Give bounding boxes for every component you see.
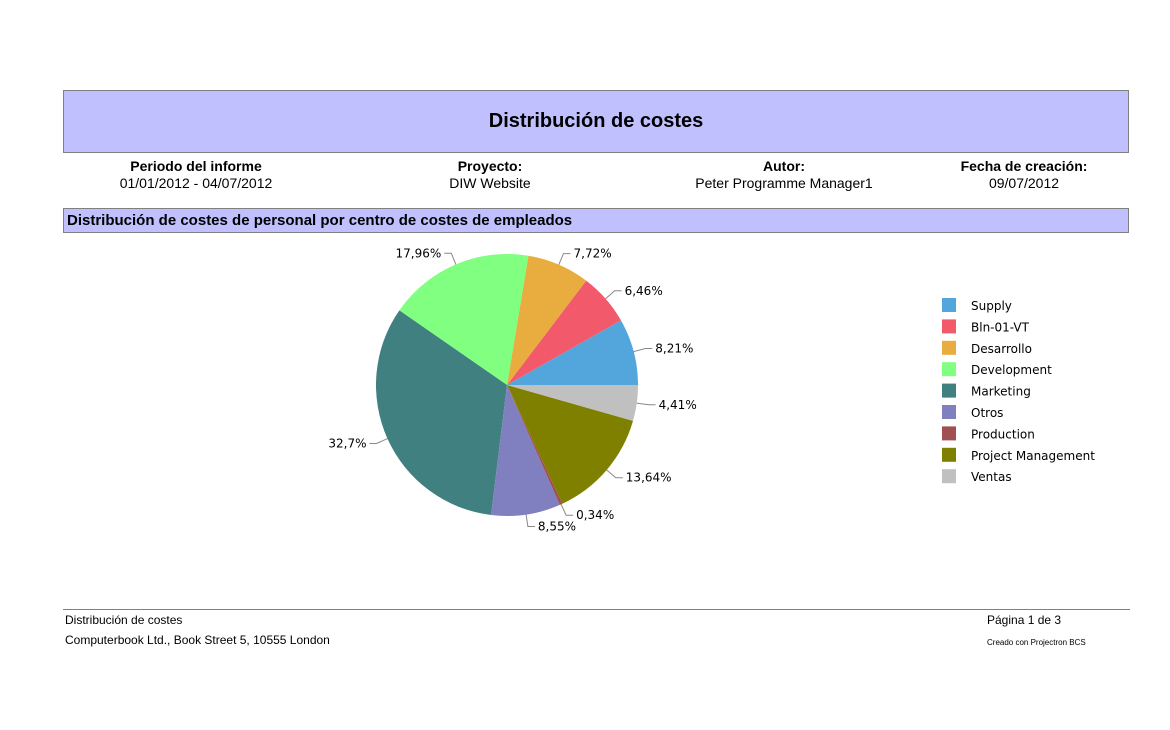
section-title: Distribución de costes de personal por c… [67, 212, 573, 229]
meta-author-label: Autor: [763, 158, 805, 174]
pie-slice-project-management [507, 385, 633, 504]
meta-created-value: 09/07/2012 [988, 175, 1060, 191]
pie-leader-ventas [636, 402, 656, 406]
pie-label-ventas: 4,41% [659, 398, 697, 412]
pie-leader-marketing [369, 438, 388, 444]
legend-swatch-bln-01-vt [942, 319, 956, 334]
pie-label-project-management: 13,64% [626, 471, 672, 485]
meta-project: Proyecto: DIW Website [390, 158, 590, 192]
pie-labels: 8,21% 6,46% 7,72% 17,96% 32,7% 8,55%0,34% 13,6… [328, 246, 696, 533]
pie-slice-marketing [375, 310, 507, 516]
pie-leader-desarrollo [558, 253, 571, 265]
section-title-bar: Distribución de costes de personal por c… [63, 208, 1129, 233]
pie-leader-bln-01-vt [605, 290, 622, 300]
legend-swatch-marketing [942, 383, 956, 398]
legend-label-desarrollo: Desarrollo [971, 342, 1032, 356]
legend-label-development: Development [971, 363, 1052, 377]
report-title: Distribución de costes [488, 110, 704, 132]
legend: Supply Bln-01-VT Desarrollo Development Mark… [942, 298, 1095, 484]
pie-leader-supply [633, 348, 653, 353]
legend-label-bln-01-vt: Bln-01-VT [971, 320, 1030, 334]
pie-slice-ventas [507, 385, 638, 421]
pie-leader-development [444, 252, 457, 265]
meta-created-label: Fecha de creación: [960, 158, 1088, 174]
footer-report-name: Distribución de costes [65, 613, 183, 627]
legend-swatch-production [942, 426, 956, 441]
pie-label-development: 17,96% [396, 246, 442, 260]
meta-created: Fecha de creación: 09/07/2012 [924, 158, 1124, 192]
legend-swatch-supply [942, 298, 956, 312]
pie-label-supply: 8,21% [655, 342, 693, 356]
pie-leader-production [560, 504, 574, 516]
meta-project-label: Proyecto: [457, 158, 523, 174]
pie-slice-desarrollo [507, 255, 587, 385]
meta-period-value: 01/01/2012 - 04/07/2012 [119, 175, 273, 191]
legend-swatch-ventas [942, 469, 956, 484]
pie-label-bln-01-vt: 6,46% [625, 284, 663, 298]
footer-page-number: Página 1 de 3 [987, 613, 1062, 627]
legend-label-project-management: Project Management [971, 449, 1095, 463]
legend-label-marketing: Marketing [971, 385, 1031, 399]
pie-leader-project-management [606, 469, 623, 479]
meta-period-label: Periodo del informe [130, 158, 262, 174]
legend-label-production: Production [971, 427, 1035, 441]
pie-slice-supply [507, 320, 638, 385]
pie-label-production: 0,34% [576, 508, 614, 522]
legend-swatch-development [942, 362, 956, 377]
pie-label-desarrollo: 7,72% [574, 247, 612, 261]
pie-label-otros: 8,55% [538, 520, 576, 534]
pie-slice-otros [491, 385, 560, 517]
footer-company: Computerbook Ltd., Book Street 5, 10555 … [65, 633, 330, 647]
pie-leader-otros [525, 514, 535, 527]
legend-swatch-project-management [942, 447, 956, 462]
meta-author-value: Peter Programme Manager1 [695, 175, 873, 191]
meta-period: Periodo del informe 01/01/2012 - 04/07/2… [96, 158, 296, 192]
meta-project-value: DIW Website [449, 175, 531, 191]
pie-slice-development [399, 253, 529, 385]
pie-label-marketing: 32,7% [328, 437, 366, 451]
pie-slices [375, 253, 638, 517]
legend-label-supply: Supply [971, 299, 1012, 313]
legend-swatch-desarrollo [942, 340, 956, 355]
meta-author: Autor: Peter Programme Manager1 [664, 158, 904, 192]
legend-label-otros: Otros [971, 406, 1003, 420]
footer-divider [63, 609, 1130, 610]
report-title-bar: Distribución de costes [63, 90, 1129, 153]
pie-slice-production [507, 385, 563, 505]
legend-label-ventas: Ventas [971, 470, 1012, 484]
legend-swatch-otros [942, 405, 956, 419]
pie-slice-bln-01-vt [507, 280, 621, 385]
footer-credit: Creado con Projectron BCS [987, 638, 1086, 647]
